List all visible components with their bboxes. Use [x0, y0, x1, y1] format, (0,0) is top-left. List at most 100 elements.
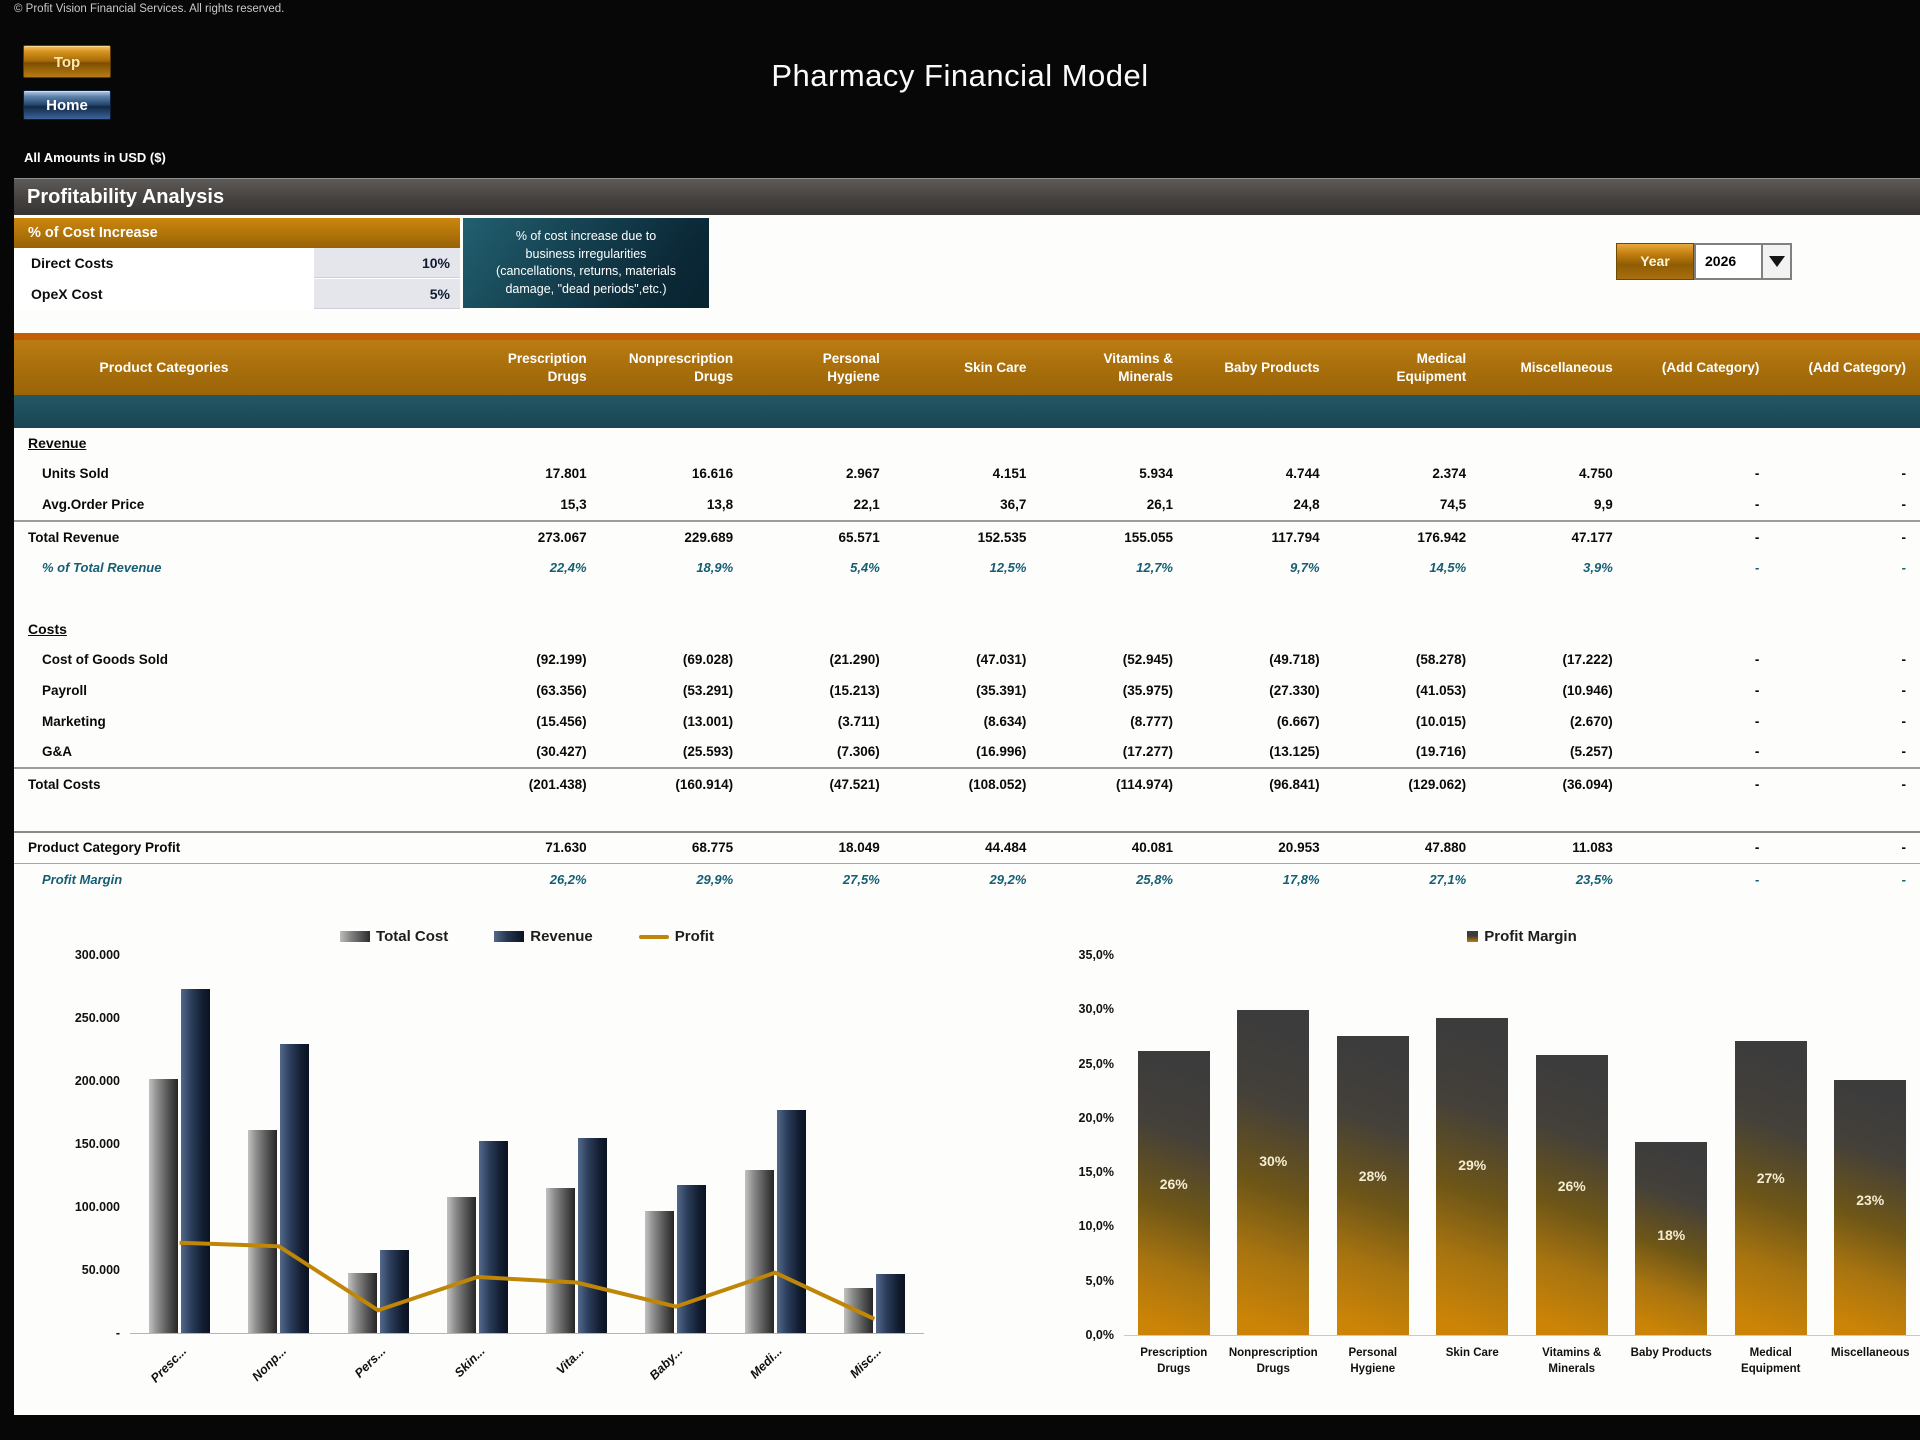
table-cell: -: [1754, 744, 1760, 760]
cost-increase-note: % of cost increase due to business irreg…: [463, 218, 709, 308]
profitability-table: Product Categories Prescription Drugs Nonp…: [14, 333, 1920, 895]
table-cell: -: [1901, 496, 1907, 512]
table-cell: (129.062): [1408, 776, 1467, 792]
x-axis-slot: Pers...: [329, 1334, 428, 1398]
table-cell: (21.290): [829, 652, 880, 668]
table-cell: -: [1754, 840, 1760, 856]
row-label: Units Sold: [42, 466, 109, 482]
revenue-bar: [776, 1110, 806, 1333]
x-axis-slot: Vita...: [527, 1334, 626, 1398]
top-button[interactable]: Top: [23, 45, 111, 78]
table-cell: (5.257): [1570, 744, 1613, 760]
left-chart-y-axis: 300.000 250.000 200.000 150.000 100.000 50.00…: [44, 948, 130, 1340]
total-cost-bar: [446, 1196, 476, 1333]
table-cell: -: [1901, 744, 1907, 760]
opex-cost-input[interactable]: 5%: [314, 279, 460, 309]
profit-margin-bar: 18%: [1635, 1141, 1708, 1335]
table-cell: -: [1754, 496, 1760, 512]
row-label: Total Costs: [28, 776, 101, 792]
table-cell: 24,8: [1293, 496, 1320, 512]
table-cell: 152.535: [977, 529, 1027, 545]
table-cell: -: [1754, 529, 1760, 545]
table-cell: (15.213): [829, 682, 880, 698]
cost-increase-title: % of Cost Increase: [14, 218, 460, 248]
table-cell: 117.794: [1271, 529, 1320, 545]
row-label: Revenue: [28, 435, 87, 452]
row-label: Costs: [28, 621, 67, 638]
section-title: Profitability Analysis: [14, 178, 1920, 215]
table-cell: (10.946): [1562, 682, 1613, 698]
table-cell: 18.049: [838, 840, 880, 856]
table-cell: 36,7: [1000, 496, 1027, 512]
table-cell: (41.053): [1415, 682, 1467, 698]
table-cell: 3,9%: [1583, 560, 1613, 576]
table-cell: -: [1754, 713, 1760, 729]
column-header: Miscellaneous: [1520, 359, 1613, 375]
table-cell: -: [1901, 713, 1907, 729]
table-row: Product Category Profit 71.630 68.775 18.04…: [14, 830, 1920, 864]
total-cost-bar: [149, 1079, 179, 1333]
column-header: (Add Category): [1661, 359, 1760, 375]
table-cell: -: [1901, 652, 1907, 668]
table-cell: (17.222): [1562, 652, 1613, 668]
direct-costs-input[interactable]: 10%: [314, 248, 460, 278]
table-cell: (36.094): [1562, 776, 1613, 792]
column-header: Personal Hygiene: [822, 350, 880, 384]
table-row: [14, 800, 1920, 831]
bar-group: [130, 955, 229, 1333]
table-cell: -: [1755, 871, 1760, 887]
table-cell: 176.942: [1417, 529, 1467, 545]
table-cell: 65.571: [838, 529, 880, 545]
row-label: Product Category Profit: [28, 840, 181, 856]
home-button[interactable]: Home: [23, 90, 111, 120]
table-cell: 18,9%: [696, 560, 734, 576]
table-row: Cost of Goods Sold (92.199) (69.028) (21.29…: [14, 645, 1920, 676]
table-cell: 71.630: [545, 840, 587, 856]
year-dropdown[interactable]: 2026: [1694, 243, 1792, 280]
y-axis-tick: -: [115, 1326, 120, 1340]
revenue-bar: [181, 988, 211, 1333]
table-cell: (2.670): [1570, 713, 1613, 729]
table-cell: (47.031): [976, 652, 1027, 668]
column-header: Nonprescription Drugs: [628, 350, 734, 384]
total-cost-bar: [645, 1210, 675, 1333]
table-cell: 26,1: [1146, 496, 1173, 512]
table-cell: (6.667): [1276, 713, 1320, 729]
bar-group: [428, 955, 527, 1333]
table-cell: (47.521): [829, 776, 880, 792]
year-selector[interactable]: Year 2026: [1616, 243, 1792, 280]
table-cell: -: [1901, 466, 1907, 482]
y-axis-tick: 150.000: [74, 1137, 120, 1151]
y-axis-tick: 50.000: [81, 1263, 120, 1277]
row-label: Profit Margin: [42, 871, 123, 887]
y-axis-tick: 20,0%: [1078, 1110, 1114, 1125]
legend-label: Profit Margin: [1484, 928, 1577, 945]
table-cell: 17,8%: [1282, 871, 1320, 887]
table-cell: (160.914): [675, 776, 734, 792]
table-cell: (35.975): [1122, 682, 1173, 698]
opex-cost-row: OpeX Cost 5%: [14, 279, 460, 310]
dropdown-arrow-icon[interactable]: [1761, 245, 1790, 278]
total-cost-bar: [347, 1273, 377, 1333]
x-axis-label: Medical Equipment: [1741, 1347, 1801, 1375]
x-axis-label: Baby...: [647, 1344, 686, 1383]
table-cell: (35.391): [976, 682, 1027, 698]
table-row: Units Sold 17.801 16.616 2.967 4.151 5.934 4.7…: [14, 459, 1920, 490]
bar-group: [825, 955, 924, 1333]
column-header: Baby Products: [1224, 359, 1320, 375]
table-cell: 9,9: [1594, 496, 1613, 512]
table-cell: 47.177: [1571, 529, 1613, 545]
left-chart-legend: Total Cost Revenue Profit: [44, 928, 924, 945]
column-header: Prescription Drugs: [507, 350, 587, 384]
table-row: G&A (30.427) (25.593) (7.306) (16.996) (17.27…: [14, 736, 1920, 769]
row-label: Payroll: [42, 682, 88, 698]
cost-revenue-profit-chart: Total Cost Revenue Profit 300.000 250.000 20…: [44, 928, 924, 1398]
table-cell: -: [1754, 466, 1760, 482]
legend-item: Revenue: [494, 928, 593, 945]
table-cell: 47.880: [1424, 840, 1467, 856]
x-axis-label: Prescription Drugs: [1140, 1347, 1208, 1375]
x-axis-slot: Misc...: [825, 1334, 924, 1398]
table-cell: 273.067: [537, 529, 587, 545]
table-cell: 5.934: [1139, 466, 1173, 482]
bar-value-label: 18%: [1657, 1226, 1686, 1243]
